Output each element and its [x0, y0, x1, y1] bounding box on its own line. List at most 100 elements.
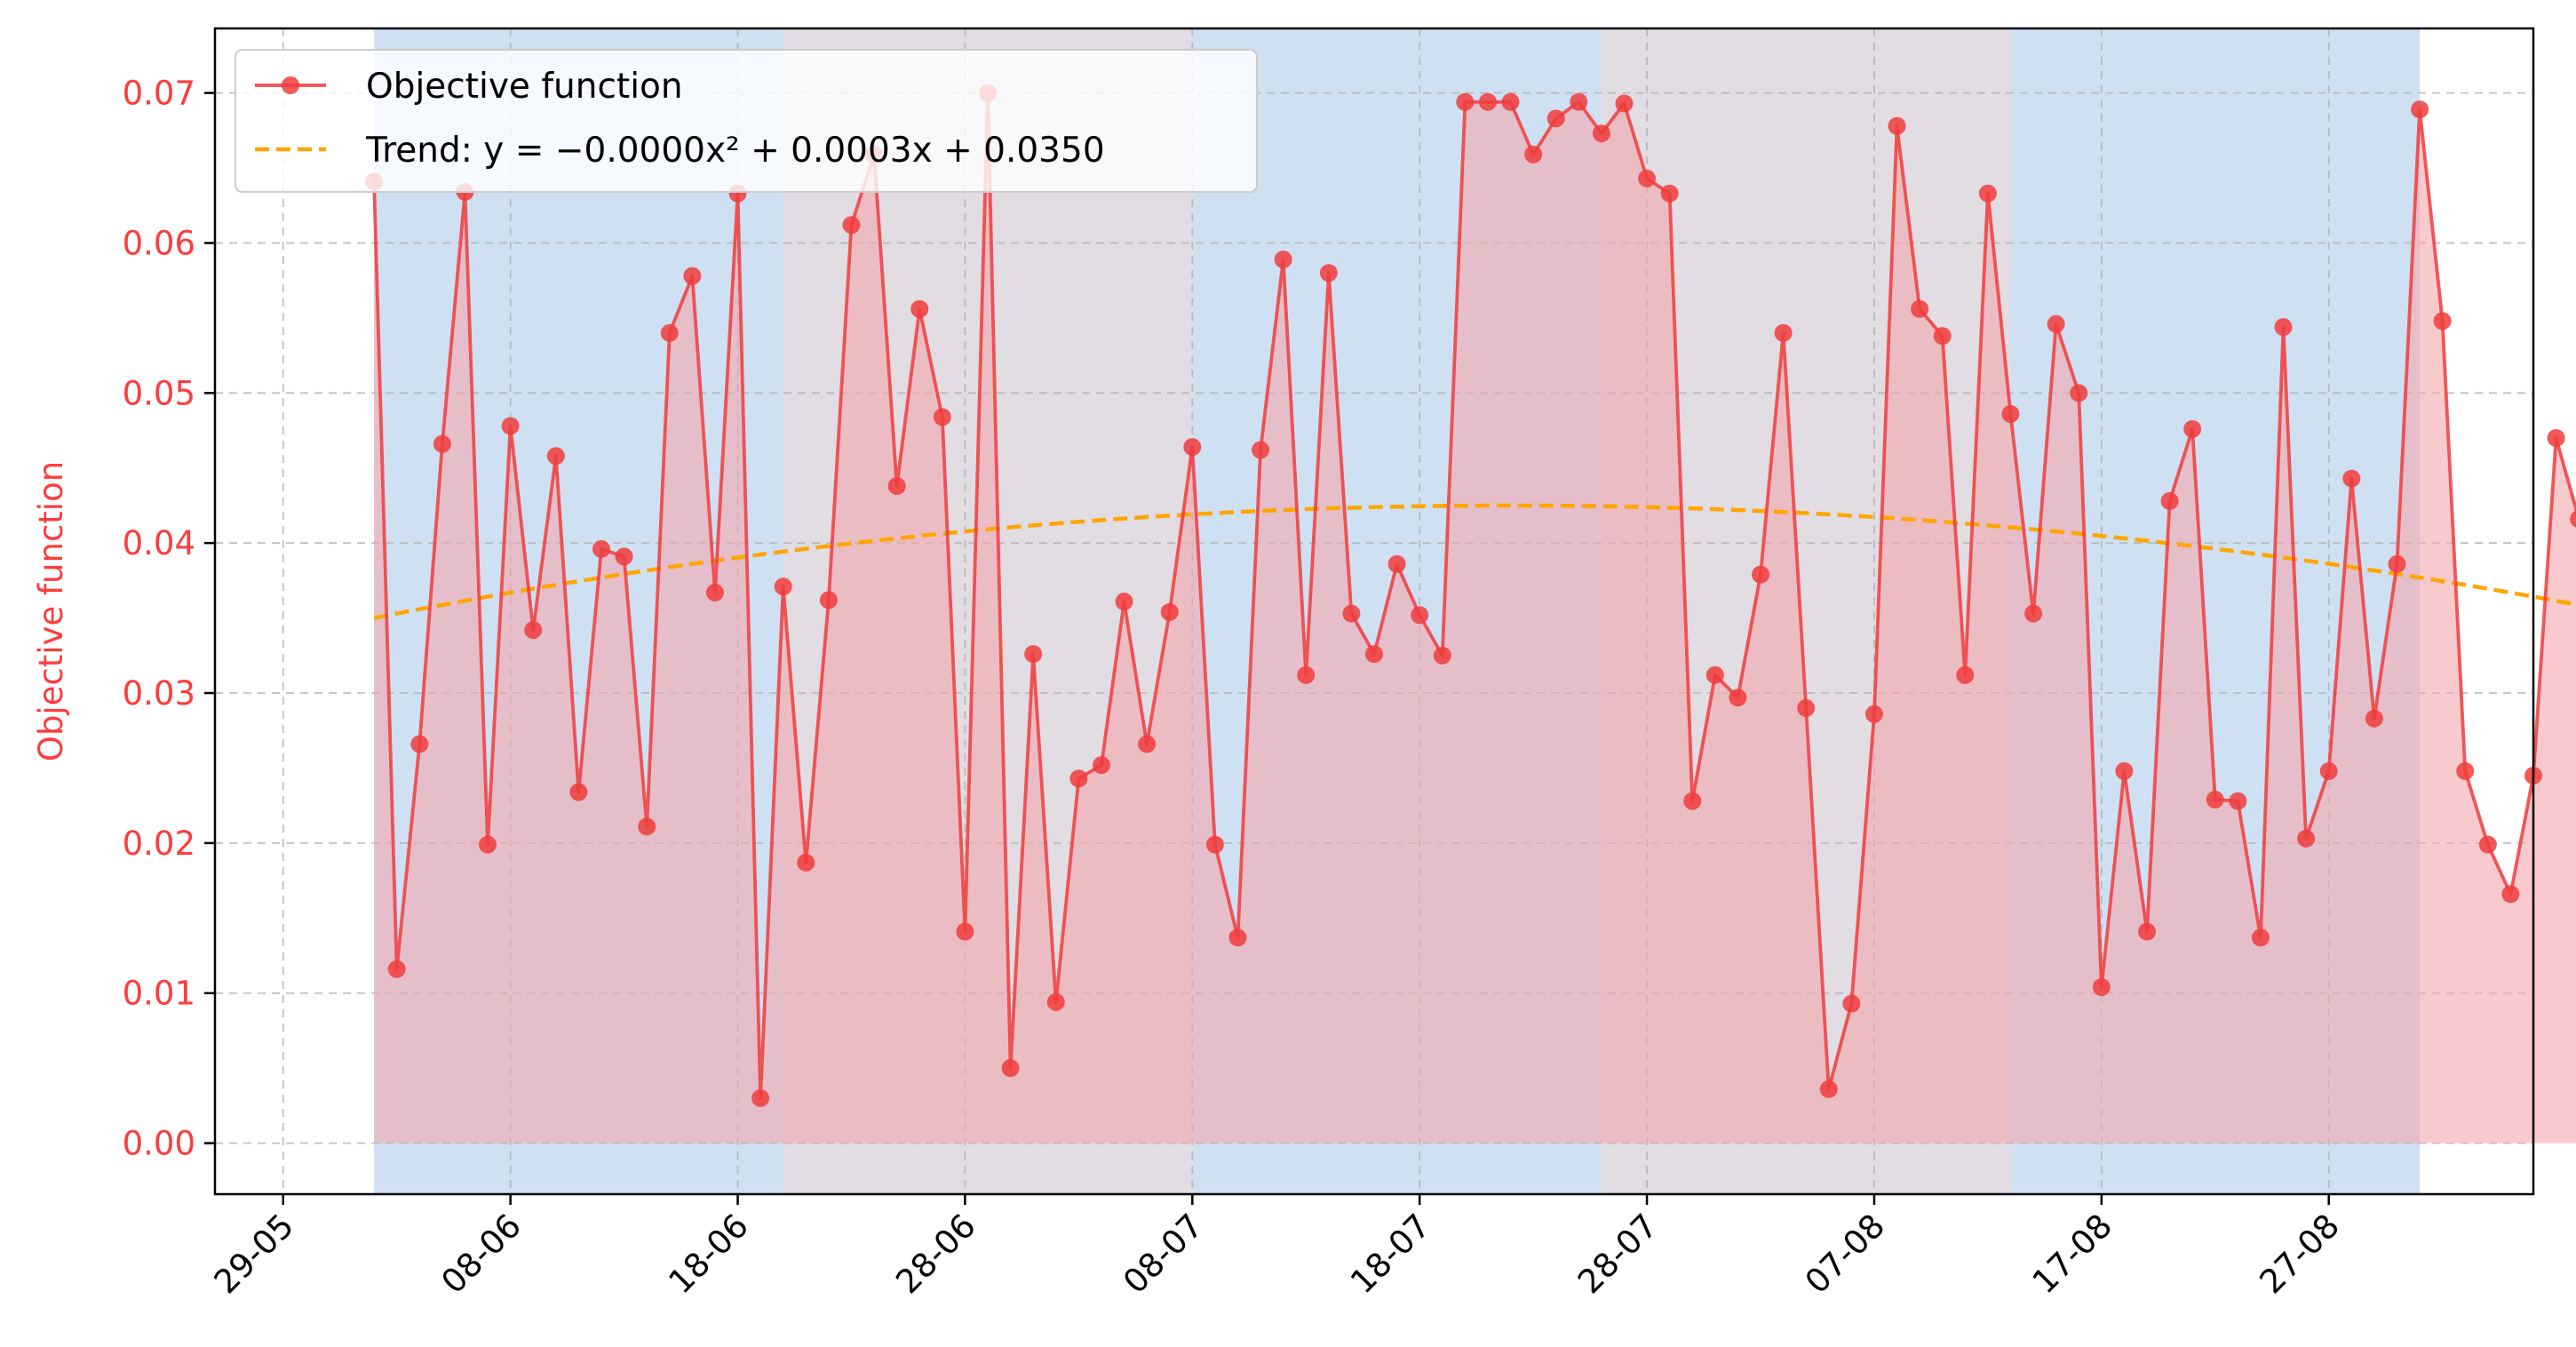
data-point	[1433, 646, 1451, 665]
data-point	[2047, 315, 2065, 333]
data-point	[705, 583, 724, 602]
data-point	[638, 817, 656, 836]
data-point	[1978, 184, 1997, 203]
x-tick-label: 29-05	[207, 1207, 301, 1301]
data-point	[1752, 565, 1769, 584]
data-point	[2501, 885, 2520, 904]
data-point	[2206, 790, 2224, 809]
data-point	[1252, 441, 1270, 459]
y-tick-label: 0.04	[123, 524, 195, 562]
legend-label-trend: Trend: y = −0.0000x² + 0.0003x + 0.0350	[365, 131, 1105, 171]
data-point	[1183, 438, 1202, 457]
data-point	[1411, 606, 1429, 625]
data-point	[1115, 593, 1133, 611]
data-point	[1092, 756, 1110, 775]
data-point	[1842, 994, 1861, 1013]
data-point	[2070, 384, 2088, 403]
data-point	[615, 547, 633, 566]
data-point	[1933, 327, 1952, 346]
data-point	[387, 960, 406, 978]
data-point	[592, 539, 610, 558]
data-point	[1592, 124, 1610, 143]
data-point	[2183, 419, 2202, 438]
data-point	[1888, 116, 1906, 135]
data-point	[2388, 554, 2406, 573]
data-point	[1342, 604, 1361, 623]
data-point	[797, 853, 815, 872]
data-point	[2001, 404, 2020, 423]
x-tick-label: 08-07	[1116, 1207, 1210, 1301]
data-point	[1319, 264, 1338, 283]
y-tick-label: 0.07	[123, 75, 195, 113]
data-point	[1138, 735, 1157, 753]
y-tick-label: 0.01	[123, 975, 195, 1013]
x-tick-label: 18-07	[1343, 1207, 1437, 1301]
x-tick-label: 28-06	[888, 1207, 982, 1301]
x-tick-label: 27-08	[2253, 1207, 2347, 1301]
data-point	[2456, 761, 2475, 780]
data-point	[501, 417, 520, 435]
data-point	[660, 323, 679, 342]
data-point	[410, 735, 429, 753]
data-point	[1819, 1080, 1838, 1098]
x-tick-label: 28-07	[1570, 1207, 1665, 1301]
data-point	[774, 578, 792, 596]
data-point	[1274, 251, 1292, 269]
y-axis: 0.00 0.01 0.02 0.03 0.04 0.05 0.06 0.07	[123, 75, 215, 1163]
data-point	[2138, 922, 2156, 941]
data-point	[1660, 184, 1679, 203]
data-point	[2319, 761, 2338, 780]
data-point	[524, 621, 543, 640]
data-point	[2547, 428, 2565, 447]
data-point	[1524, 145, 1543, 163]
data-point	[479, 835, 497, 854]
data-point	[1705, 666, 1724, 684]
data-point	[1069, 769, 1088, 788]
x-tick-label: 17-08	[2025, 1207, 2119, 1301]
data-point	[751, 1088, 770, 1107]
data-point	[1546, 109, 1565, 128]
plot-frame	[213, 27, 2535, 1196]
legend-box	[235, 49, 1258, 193]
data-point	[2024, 604, 2043, 623]
data-point	[2251, 929, 2270, 947]
trend-curve	[373, 503, 2576, 620]
data-point	[2297, 829, 2316, 848]
data-point	[2274, 318, 2293, 337]
data-point	[2570, 510, 2576, 528]
data-point	[1365, 645, 1383, 664]
data-point	[933, 408, 951, 426]
data-point	[1046, 992, 1065, 1011]
data-point	[546, 447, 565, 466]
data-point	[1501, 92, 1520, 111]
legend-label-series: Objective function	[366, 67, 683, 107]
legend: Objective function Trend: y = −0.0000x² …	[235, 49, 1258, 193]
y-tick-label: 0.02	[123, 825, 195, 863]
y-tick-label: 0.05	[123, 374, 195, 412]
data-point	[1797, 698, 1816, 717]
data-point	[2092, 977, 2111, 996]
data-point	[2229, 792, 2247, 810]
data-point	[569, 783, 588, 801]
x-axis: 29-05 08-06 18-06 28-06 08-07 18-07 28-07 07-08…	[207, 1194, 2347, 1301]
data-point	[1956, 666, 1975, 684]
data-point	[1001, 1059, 1020, 1078]
data-point	[887, 477, 906, 496]
data-point	[1683, 792, 1702, 810]
data-point	[2115, 761, 2134, 780]
series-fill	[374, 92, 2576, 1144]
data-point	[819, 591, 838, 610]
data-point	[1456, 92, 1475, 111]
series-area	[374, 92, 2576, 1144]
data-point	[1864, 705, 1883, 723]
data-point	[1729, 689, 1747, 707]
y-tick-label: 0.03	[123, 674, 195, 713]
x-tick-label: 08-06	[434, 1207, 529, 1301]
legend-marker-series	[282, 76, 299, 94]
data-point	[1774, 323, 1793, 342]
data-point	[1228, 929, 1247, 947]
y-tick-label: 0.06	[123, 224, 195, 262]
y-tick-label: 0.00	[123, 1125, 195, 1163]
data-point	[1638, 169, 1657, 187]
